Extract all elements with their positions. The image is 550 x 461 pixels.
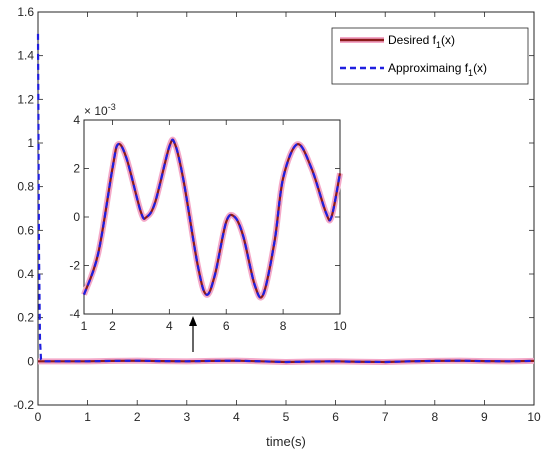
main-x-tick-labels: 0 1 2 3 4 5 6 7 8 9 10 — [35, 410, 541, 424]
x-tick-label: 10 — [527, 410, 541, 424]
x-tick-label: 4 — [166, 319, 173, 333]
x-tick-label: 8 — [431, 410, 438, 424]
legend: Desired f1(x) Approximaing f1(x) — [331, 27, 529, 85]
y-tick-label: 1.2 — [17, 92, 34, 106]
y-tick-label: -2 — [69, 259, 80, 273]
zoom-arrow-head — [189, 316, 197, 326]
x-tick-label: 10 — [333, 319, 347, 333]
inset-axes: 1 2 4 6 8 10 -4 -2 0 2 4 × 10-3 — [69, 102, 347, 333]
x-tick-label: 1 — [81, 319, 88, 333]
main-y-tick-labels: -0.2 0 0.2 0.4 0.6 0.8 1 1.2 1.4 1.6 — [13, 5, 34, 412]
y-tick-label: 0.8 — [17, 180, 34, 194]
y-tick-label: 1.4 — [17, 49, 34, 63]
y-tick-label: 4 — [73, 113, 80, 127]
x-tick-label: 3 — [183, 410, 190, 424]
inset-ticks — [83, 119, 341, 315]
main-ticks — [37, 11, 535, 406]
zoom-arrow — [189, 316, 197, 352]
main-series — [36, 33, 535, 365]
x-axis-label: time(s) — [266, 434, 306, 449]
x-tick-label: 6 — [223, 319, 230, 333]
y-tick-label: 1 — [27, 136, 34, 150]
x-tick-label: 0 — [35, 410, 42, 424]
inset-series — [81, 136, 343, 301]
y-tick-label: -0.2 — [13, 398, 34, 412]
x-tick-label: 5 — [283, 410, 290, 424]
y-tick-label: 0 — [27, 354, 34, 368]
x-tick-label: 7 — [382, 410, 389, 424]
legend-label-approx: Approximaing f1(x) — [388, 61, 487, 78]
x-tick-label: 1 — [84, 410, 91, 424]
y-tick-label: 0.2 — [17, 311, 34, 325]
y-tick-label: 1.6 — [17, 5, 34, 19]
y-tick-label: 0.4 — [17, 267, 34, 281]
x-tick-label: 2 — [109, 319, 116, 333]
x-tick-label: 2 — [134, 410, 141, 424]
x-tick-label: 4 — [233, 410, 240, 424]
y-tick-label: 0 — [73, 210, 80, 224]
x-tick-label: 9 — [481, 410, 488, 424]
inset-x-tick-labels: 1 2 4 6 8 10 — [81, 319, 347, 333]
series-line-approximating — [36, 33, 535, 364]
inset-series-line-approximating — [82, 138, 342, 299]
inset-exponent-label: × 10-3 — [84, 102, 116, 118]
x-tick-label: 8 — [280, 319, 287, 333]
legend-label-desired: Desired f1(x) — [388, 33, 455, 50]
x-tick-label: 6 — [332, 410, 339, 424]
y-tick-label: 2 — [73, 162, 80, 176]
y-tick-label: -4 — [69, 307, 80, 321]
inset-y-tick-labels: -4 -2 0 2 4 — [69, 113, 80, 321]
y-tick-label: 0.6 — [17, 223, 34, 237]
